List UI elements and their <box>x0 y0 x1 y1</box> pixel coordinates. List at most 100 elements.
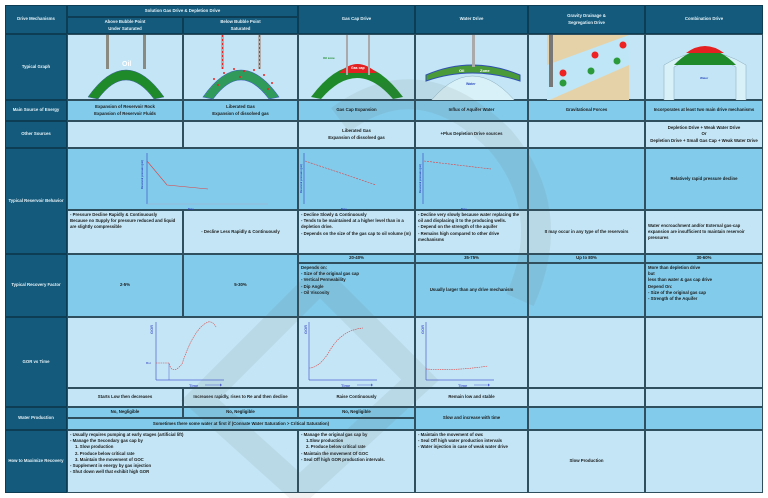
text-line: - Decline Slowly & Continuously <box>301 212 367 217</box>
other-combination: Depletion Drive + Weak Water Drive Or Depl… <box>645 121 763 148</box>
row-label-maximize: How to Maximize Recovery <box>5 430 67 493</box>
text-line: - Vertical Permeability <box>301 277 346 283</box>
text-line: - Size of the original gas cap <box>648 289 707 295</box>
above-bubble-header: Above Bubble Point Under Saturated <box>67 17 183 34</box>
text-line: 2. Produce below critical rate <box>306 444 366 450</box>
text-line: - Manage the Secondary gas cap by <box>70 438 143 444</box>
water-drive-header: Water Drive <box>415 5 528 34</box>
graph-water-drive: Oil Zone Water <box>415 34 528 101</box>
behavior-graph-combination: Relatively rapid pressure decline <box>645 148 763 210</box>
text-line: - Supplement in energy by gas injection <box>70 463 152 469</box>
text-line: Depletion Drive + Weak Water Drive <box>667 125 741 131</box>
recovery-water-notes: Usually larger than any drive mechanism <box>415 263 528 317</box>
text-line: - Decline very slowly because water repl… <box>418 212 520 224</box>
zone-label: Zone <box>480 68 490 73</box>
other-below <box>183 121 298 148</box>
behavior-combination: Water encroachment and/or External gas-c… <box>645 210 763 254</box>
text-line: 2. Produce below critical rate <box>75 450 135 456</box>
y-axis-label: GOR <box>149 325 154 334</box>
text-line: Expansion of Reservoir Rock <box>95 104 155 110</box>
behavior-gas-cap: - Decline Slowly & Continuously - Tends t… <box>298 210 415 254</box>
text-line: Expansion of dissolved gas <box>328 134 385 140</box>
gor-graph-solution: GOR Rsi Time <box>67 317 298 388</box>
maximize-solution: - Usually requires pumping at early stag… <box>67 430 298 493</box>
x-axis-label: Time <box>461 208 467 211</box>
gor-graph-combination <box>645 317 763 388</box>
text-line: - Pressure Decline Rapidly & Continuousl… <box>70 212 158 217</box>
maximize-combination <box>645 430 763 493</box>
energy-gas-cap: Gas Cap Expansion <box>298 100 415 121</box>
other-water: +Plus Depletion Drive sources <box>415 121 528 148</box>
water-below: No, Negligible <box>183 407 298 418</box>
gor-gas-cap: Raise Continuously <box>298 388 415 407</box>
y-axis-label: GOR <box>303 325 308 334</box>
graph-combination: Oil zone Water <box>645 34 763 101</box>
other-gas-cap: Liberated Gas Expansion of dissolved gas <box>298 121 415 148</box>
header-line: Above Bubble Point <box>104 19 146 25</box>
header-line: Gravity Drainage & <box>567 13 606 19</box>
behavior-water: - Decline very slowly because water repl… <box>415 210 528 254</box>
combination-header: Combination Drive <box>645 5 763 34</box>
recovery-gravity-notes <box>528 263 645 317</box>
reservoir-oil-illustration: Oil <box>87 35 165 100</box>
gas-cap-header: Gas Cap Drive <box>298 5 415 34</box>
water-combination <box>645 407 763 430</box>
recovery-gravity: Up to 80% <box>528 254 645 263</box>
text-line: Expansion of Reservoir Fluids <box>94 110 156 116</box>
water-label: Water <box>700 76 709 80</box>
row-label-water: Water Production <box>5 407 67 430</box>
rsi-label: Rsi <box>146 361 151 365</box>
graph-gravity <box>528 34 645 101</box>
water-gas-cap: No, Negligible <box>298 407 415 418</box>
text-line: - Tends to be maintained at a higher lev… <box>301 218 404 230</box>
row-label-other: Other Sources <box>5 121 67 148</box>
recovery-gas-cap-notes: Depends on: - Size of the original gas ca… <box>298 263 415 317</box>
corner-header: Drive Mechanisms <box>5 5 67 34</box>
oil-label: Oil <box>122 61 131 68</box>
oil-label: Oil <box>459 68 464 73</box>
text-line: Depletion Drive + Small Gas Cap + Weak W… <box>650 137 758 143</box>
row-label-recovery: Typical Recovery Factor <box>5 254 67 317</box>
gor-chart: GOR Time <box>303 322 377 388</box>
water-label: Water <box>466 82 476 86</box>
text-line: - Seal Off high water production interva… <box>418 438 503 444</box>
gravity-header: Gravity Drainage & Segregation Drive <box>528 5 645 34</box>
text-line: Depends on: <box>301 265 328 270</box>
water-note: Sometimes there some water at first if (… <box>67 418 415 430</box>
header-line: Below Bubble Point <box>220 19 261 25</box>
text-line: Liberated Gas <box>342 128 371 134</box>
recovery-combination-notes: More than depletion drive but less than wa… <box>645 263 763 317</box>
gor-below: Increases rapidly, rises to Re and then … <box>183 388 298 407</box>
row-label-behavior: Typical Reservoir Behavior <box>5 148 67 254</box>
text-line: less than water & gas cap drive <box>648 277 713 283</box>
x-axis-label: Time <box>188 208 194 211</box>
oil-zone-label: Oil zone <box>323 56 335 60</box>
graph-below-bubble <box>183 34 298 100</box>
gor-curve <box>308 327 364 369</box>
row-label-energy: Main Source of Energy <box>5 100 67 121</box>
y-axis-label: Reservoir pressure (psi) <box>300 164 303 193</box>
gor-graph-gravity <box>528 317 645 388</box>
gor-above: Starts Low then decreases <box>67 388 183 407</box>
behavior-gravity-text: It may occur in any type of the reservoi… <box>528 210 645 254</box>
row-label-graph: Typical Graph <box>5 34 67 100</box>
solution-gas-header: Solution Gas Drive & Depletion Drive <box>67 5 298 17</box>
behavior-graph-solution: Reservoir pressure (psi) Time <box>67 148 298 211</box>
text-line: - Size of the original gas cap <box>301 271 360 277</box>
gor-chart: GOR Time <box>420 322 494 388</box>
text-line: - Remains high compared to other drive m… <box>418 230 500 242</box>
pressure-decline-chart: Reservoir pressure (psi) Time <box>141 153 268 211</box>
recovery-combination: 30-60% <box>645 254 763 263</box>
text-line: - Strength of the Aquifer <box>648 296 698 302</box>
gor-gravity <box>528 388 645 407</box>
graph-gas-cap: Gas cap Oil zone <box>298 34 415 100</box>
pressure-curve <box>304 160 377 186</box>
text-line: Depend On: <box>648 283 673 289</box>
reservoir-gas-bubbles-illustration <box>202 35 280 100</box>
gas-cap-label: Gas cap <box>351 66 365 70</box>
maximize-gas-cap: - Manage the original gas cap by 1.Slow p… <box>298 430 415 493</box>
gor-graph-water: GOR Time <box>415 317 528 388</box>
text-line: - Water injection in case of weak water … <box>418 444 508 450</box>
x-axis-label: Time <box>341 208 347 211</box>
water-above: No, Negligible <box>67 407 183 418</box>
